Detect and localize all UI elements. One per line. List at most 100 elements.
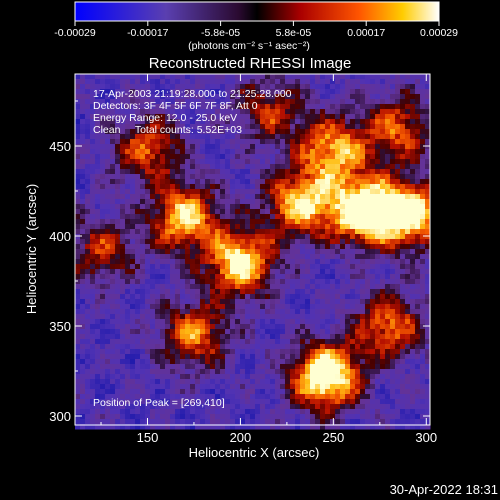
heatmap-cell	[200, 244, 206, 250]
heatmap-cell	[265, 144, 271, 150]
heatmap-cell	[305, 329, 311, 335]
heatmap-cell	[350, 299, 356, 305]
heatmap-cell	[230, 154, 236, 160]
heatmap-cell	[415, 324, 421, 330]
heatmap-cell	[305, 249, 311, 255]
heatmap-cell	[305, 324, 311, 330]
heatmap-cell	[320, 99, 326, 105]
heatmap-cell	[295, 279, 301, 285]
heatmap-cell	[105, 374, 111, 380]
heatmap-cell	[115, 254, 121, 260]
heatmap-cell	[360, 339, 366, 345]
heatmap-cell	[190, 169, 196, 175]
heatmap-cell	[145, 254, 151, 260]
heatmap-cell	[270, 389, 276, 395]
heatmap-cell	[290, 384, 296, 390]
heatmap-cell	[425, 104, 431, 110]
heatmap-cell	[85, 289, 91, 295]
heatmap-cell	[270, 184, 276, 190]
heatmap-cell	[135, 244, 141, 250]
heatmap-cell	[310, 314, 316, 320]
heatmap-cell	[185, 419, 191, 425]
heatmap-cell	[265, 189, 271, 195]
heatmap-cell	[395, 269, 401, 275]
heatmap-cell	[150, 109, 156, 115]
heatmap-cell	[140, 134, 146, 140]
heatmap-cell	[125, 379, 131, 385]
heatmap-cell	[120, 349, 126, 355]
heatmap-cell	[390, 104, 396, 110]
heatmap-cell	[390, 294, 396, 300]
heatmap-cell	[360, 289, 366, 295]
heatmap-cell	[315, 199, 321, 205]
heatmap-cell	[80, 234, 86, 240]
heatmap-cell	[290, 174, 296, 180]
heatmap-cell	[305, 174, 311, 180]
heatmap-cell	[275, 194, 281, 200]
heatmap-cell	[340, 164, 346, 170]
heatmap-cell	[265, 149, 271, 155]
heatmap-cell	[380, 369, 386, 375]
heatmap-cell	[90, 314, 96, 320]
heatmap-cell	[260, 284, 266, 290]
heatmap-cell	[305, 314, 311, 320]
heatmap-cell	[170, 394, 176, 400]
heatmap-cell	[175, 229, 181, 235]
heatmap-cell	[265, 199, 271, 205]
heatmap-cell	[115, 304, 121, 310]
heatmap-cell	[420, 224, 426, 230]
heatmap-cell	[210, 249, 216, 255]
heatmap-cell	[375, 224, 381, 230]
heatmap-cell	[100, 329, 106, 335]
heatmap-cell	[125, 159, 131, 165]
heatmap-cell	[115, 399, 121, 405]
heatmap-cell	[220, 419, 226, 425]
heatmap-cell	[305, 189, 311, 195]
heatmap-cell	[170, 104, 176, 110]
heatmap-cell	[240, 199, 246, 205]
heatmap-cell	[275, 374, 281, 380]
heatmap-cell	[285, 169, 291, 175]
heatmap-cell	[210, 414, 216, 420]
heatmap-cell	[130, 379, 136, 385]
heatmap-cell	[320, 274, 326, 280]
heatmap-cell	[165, 204, 171, 210]
heatmap-cell	[330, 404, 336, 410]
heatmap-cell	[350, 409, 356, 415]
heatmap-cell	[290, 224, 296, 230]
heatmap-cell	[120, 94, 126, 100]
heatmap-cell	[205, 254, 211, 260]
heatmap-cell	[260, 174, 266, 180]
heatmap-cell	[190, 159, 196, 165]
heatmap-cell	[175, 89, 181, 95]
colorbar-tick-label: 0.00029	[420, 27, 458, 39]
heatmap-cell	[270, 314, 276, 320]
heatmap-cell	[105, 279, 111, 285]
heatmap-cell	[270, 114, 276, 120]
heatmap-cell	[155, 204, 161, 210]
heatmap-cell	[115, 139, 121, 145]
heatmap-cell	[340, 359, 346, 365]
heatmap-cell	[125, 424, 131, 430]
heatmap-cell	[210, 404, 216, 410]
heatmap-cell	[410, 359, 416, 365]
heatmap-cell	[135, 164, 141, 170]
heatmap-cell	[320, 139, 326, 145]
heatmap-cell	[340, 324, 346, 330]
heatmap-cell	[395, 234, 401, 240]
heatmap-cell	[415, 284, 421, 290]
heatmap-cell	[90, 74, 96, 80]
heatmap-cell	[415, 164, 421, 170]
heatmap-cell	[180, 339, 186, 345]
heatmap-cell	[205, 344, 211, 350]
heatmap-cell	[135, 294, 141, 300]
heatmap-cell	[75, 204, 81, 210]
heatmap-cell	[260, 289, 266, 295]
heatmap-cell	[160, 234, 166, 240]
heatmap-cell	[300, 274, 306, 280]
heatmap-cell	[340, 249, 346, 255]
heatmap-cell	[180, 209, 186, 215]
heatmap-cell	[275, 369, 281, 375]
heatmap-cell	[195, 304, 201, 310]
heatmap-cell	[205, 279, 211, 285]
